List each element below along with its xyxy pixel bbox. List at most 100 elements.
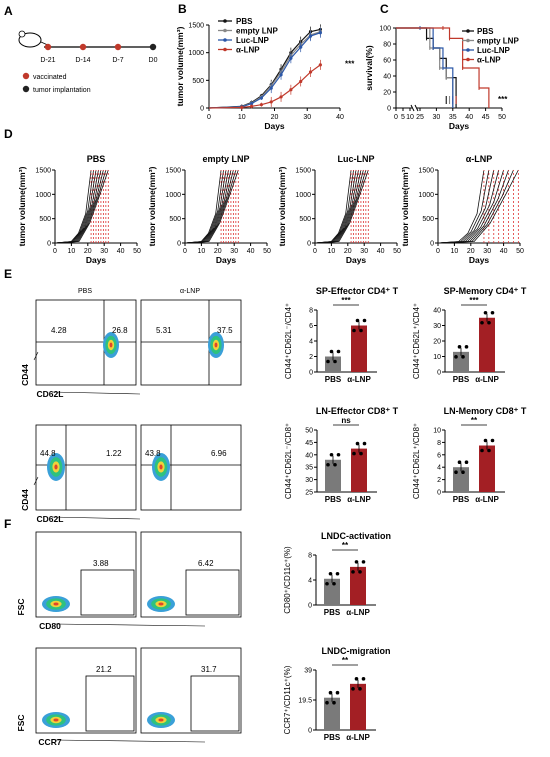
panel-letter-F: F (4, 517, 11, 531)
data-point (454, 355, 458, 359)
x-tick-label: 5 (401, 114, 405, 121)
y-tick-label: 1500 (165, 168, 181, 175)
legend-label: α-LNP (236, 46, 260, 55)
legend-label: empty LNP (477, 37, 519, 46)
legend-marker (466, 57, 470, 62)
axis-arrow (33, 476, 39, 486)
timeline-tick-label: D-7 (112, 57, 123, 64)
legend-implant: tumor implantation (33, 87, 91, 94)
data-point (490, 310, 495, 315)
legend-vaccinated: vaccinated (33, 74, 67, 81)
legend-label: α-LNP (477, 56, 501, 65)
data-point (490, 438, 495, 443)
x-tick-label: 40 (500, 248, 508, 255)
x-tick-label: 30 (230, 248, 238, 255)
y-tick-label: 0 (200, 106, 204, 113)
cell-population-core (158, 718, 164, 722)
x-tick-label: 20 (271, 114, 279, 121)
individual-curve (437, 169, 509, 244)
sp-effector-ylabel: CD44⁺CD62L⁻/CD4⁺ (284, 303, 293, 379)
data-point (483, 438, 488, 443)
series-point (308, 70, 313, 74)
ln-memory-category: α-LNP (475, 495, 499, 504)
individual-curve (314, 169, 354, 244)
series-point (240, 105, 244, 110)
legend-label: empty LNP (236, 27, 278, 36)
series-point (308, 34, 313, 38)
timeline-dot (114, 43, 122, 51)
lndc-migration-category: PBS (324, 733, 341, 742)
sp-effector-title: SP-Effector CD4⁺ T (316, 286, 399, 296)
y-axis-label: tumor volume(mm³) (400, 166, 410, 246)
cell-population-core (159, 464, 163, 470)
legend-marker (223, 38, 227, 42)
timeline-tick-label: D-21 (40, 57, 55, 64)
y-tick-label: 50 (305, 428, 313, 435)
data-point (332, 581, 336, 586)
survival-line-2 (396, 27, 454, 108)
axis-arrow (51, 516, 141, 520)
series-point (318, 31, 322, 35)
cell-population-core (53, 602, 59, 606)
y-tick-label: 6 (437, 452, 441, 459)
y-tick-label: 60 (383, 58, 391, 65)
y-tick-label: 45 (305, 440, 313, 447)
x-tick-label: 10 (328, 248, 336, 255)
ln-effector-ylabel: CD44⁺CD62L⁻/CD8⁺ (284, 423, 293, 499)
data-point (328, 690, 333, 695)
cell-population-core (158, 602, 164, 606)
data-point (483, 310, 488, 315)
quadrant-upper-right: 6.96 (211, 449, 227, 458)
quadrant-upper-left: 5.31 (156, 326, 172, 335)
significance-mark: *** (498, 95, 508, 104)
series-line-3 (208, 64, 321, 109)
lndc-activation-category: PBS (324, 608, 341, 617)
panel-letter-A: A (4, 4, 13, 18)
y-tick-label: 39 (304, 668, 312, 675)
ln-effector-category: PBS (325, 495, 342, 504)
data-point (335, 571, 340, 576)
x-tick-label: 40 (247, 248, 255, 255)
cell-population-core (109, 342, 113, 348)
sp-effector-sig: *** (341, 296, 351, 305)
series-point (269, 100, 273, 104)
gate-box (80, 569, 135, 616)
legend-label: PBS (236, 17, 253, 26)
significance-mark: *** (345, 60, 355, 69)
individual-curve (54, 169, 92, 244)
lndc-activation-bar-0 (324, 578, 340, 605)
data-point (333, 359, 337, 364)
series-point (259, 96, 263, 100)
data-point (361, 677, 366, 681)
data-point (487, 448, 491, 453)
x-tick-label: 10 (68, 248, 76, 255)
y-tick-label: 4 (308, 578, 312, 585)
series-point (279, 73, 283, 77)
individual-curve (314, 169, 352, 244)
sp-memory-bar-1 (479, 317, 495, 372)
quadrant-upper-left: 43.8 (145, 449, 161, 458)
data-point (457, 460, 462, 465)
y-tick-label: 1500 (418, 168, 434, 175)
timeline-dot (79, 43, 87, 51)
flow-header-alnp: α-LNP (180, 288, 200, 295)
data-point (480, 448, 484, 453)
group-title: empty LNP (202, 154, 249, 164)
lndc-migration-category: α-LNP (346, 733, 370, 742)
data-point (332, 700, 336, 705)
y-tick-label: 10 (433, 428, 441, 435)
series-point (269, 86, 273, 90)
timeline-dot (149, 43, 157, 51)
timeline-dot (44, 43, 52, 51)
y-tick-label: 500 (299, 216, 311, 223)
cell-population-core (54, 464, 58, 470)
x-tick-label: 50 (498, 114, 506, 121)
axis-arrow (54, 623, 206, 627)
flow-header-pbs: PBS (78, 288, 92, 295)
series-point (289, 88, 293, 92)
mouse-icon (18, 32, 42, 48)
legend-marker (466, 38, 470, 43)
gate-box (85, 675, 135, 732)
individual-curve (437, 169, 485, 244)
individual-curve (184, 169, 222, 244)
